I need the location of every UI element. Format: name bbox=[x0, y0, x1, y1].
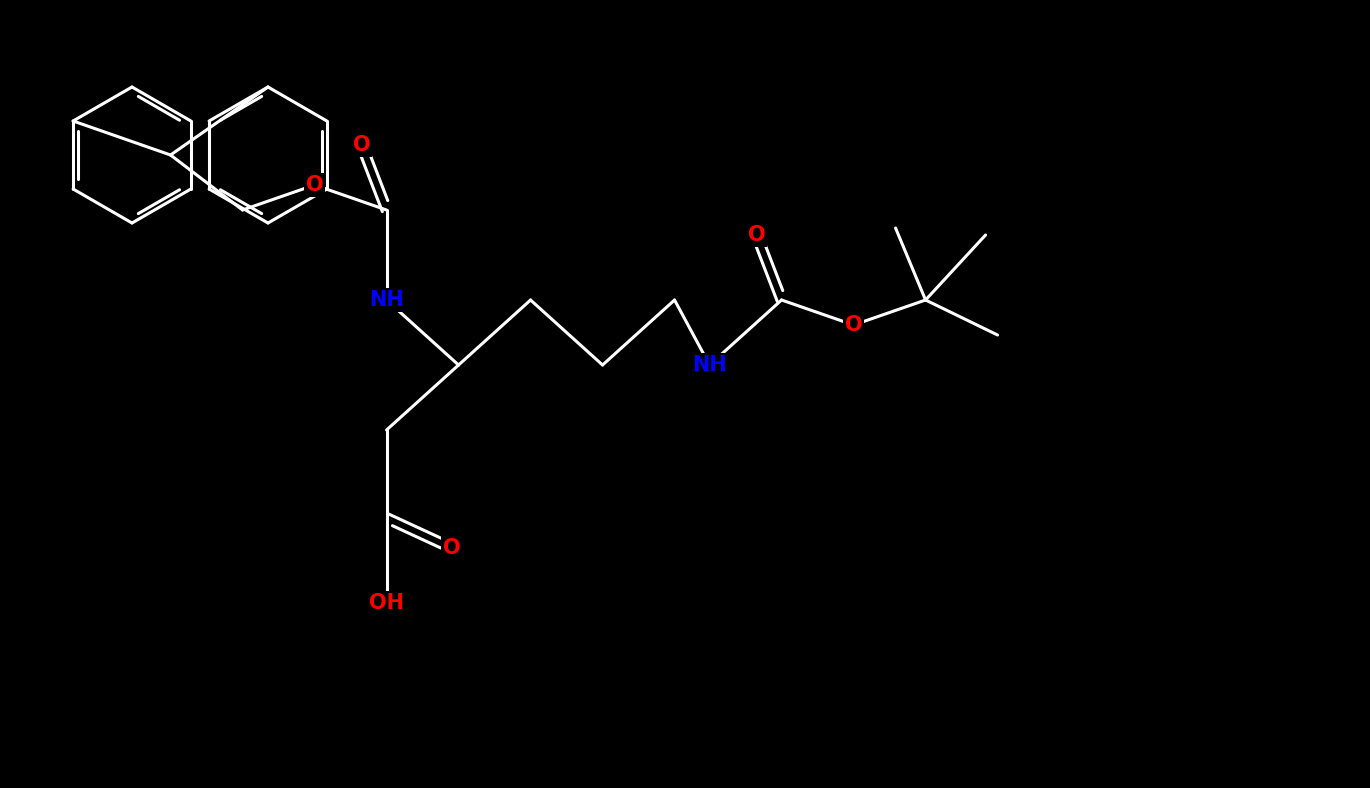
Text: O: O bbox=[748, 225, 766, 245]
Text: NH: NH bbox=[369, 290, 404, 310]
Text: O: O bbox=[443, 538, 460, 558]
Text: OH: OH bbox=[369, 593, 404, 613]
Text: O: O bbox=[306, 175, 323, 195]
Text: O: O bbox=[845, 315, 862, 335]
Text: NH: NH bbox=[692, 355, 727, 375]
Text: O: O bbox=[352, 135, 370, 155]
